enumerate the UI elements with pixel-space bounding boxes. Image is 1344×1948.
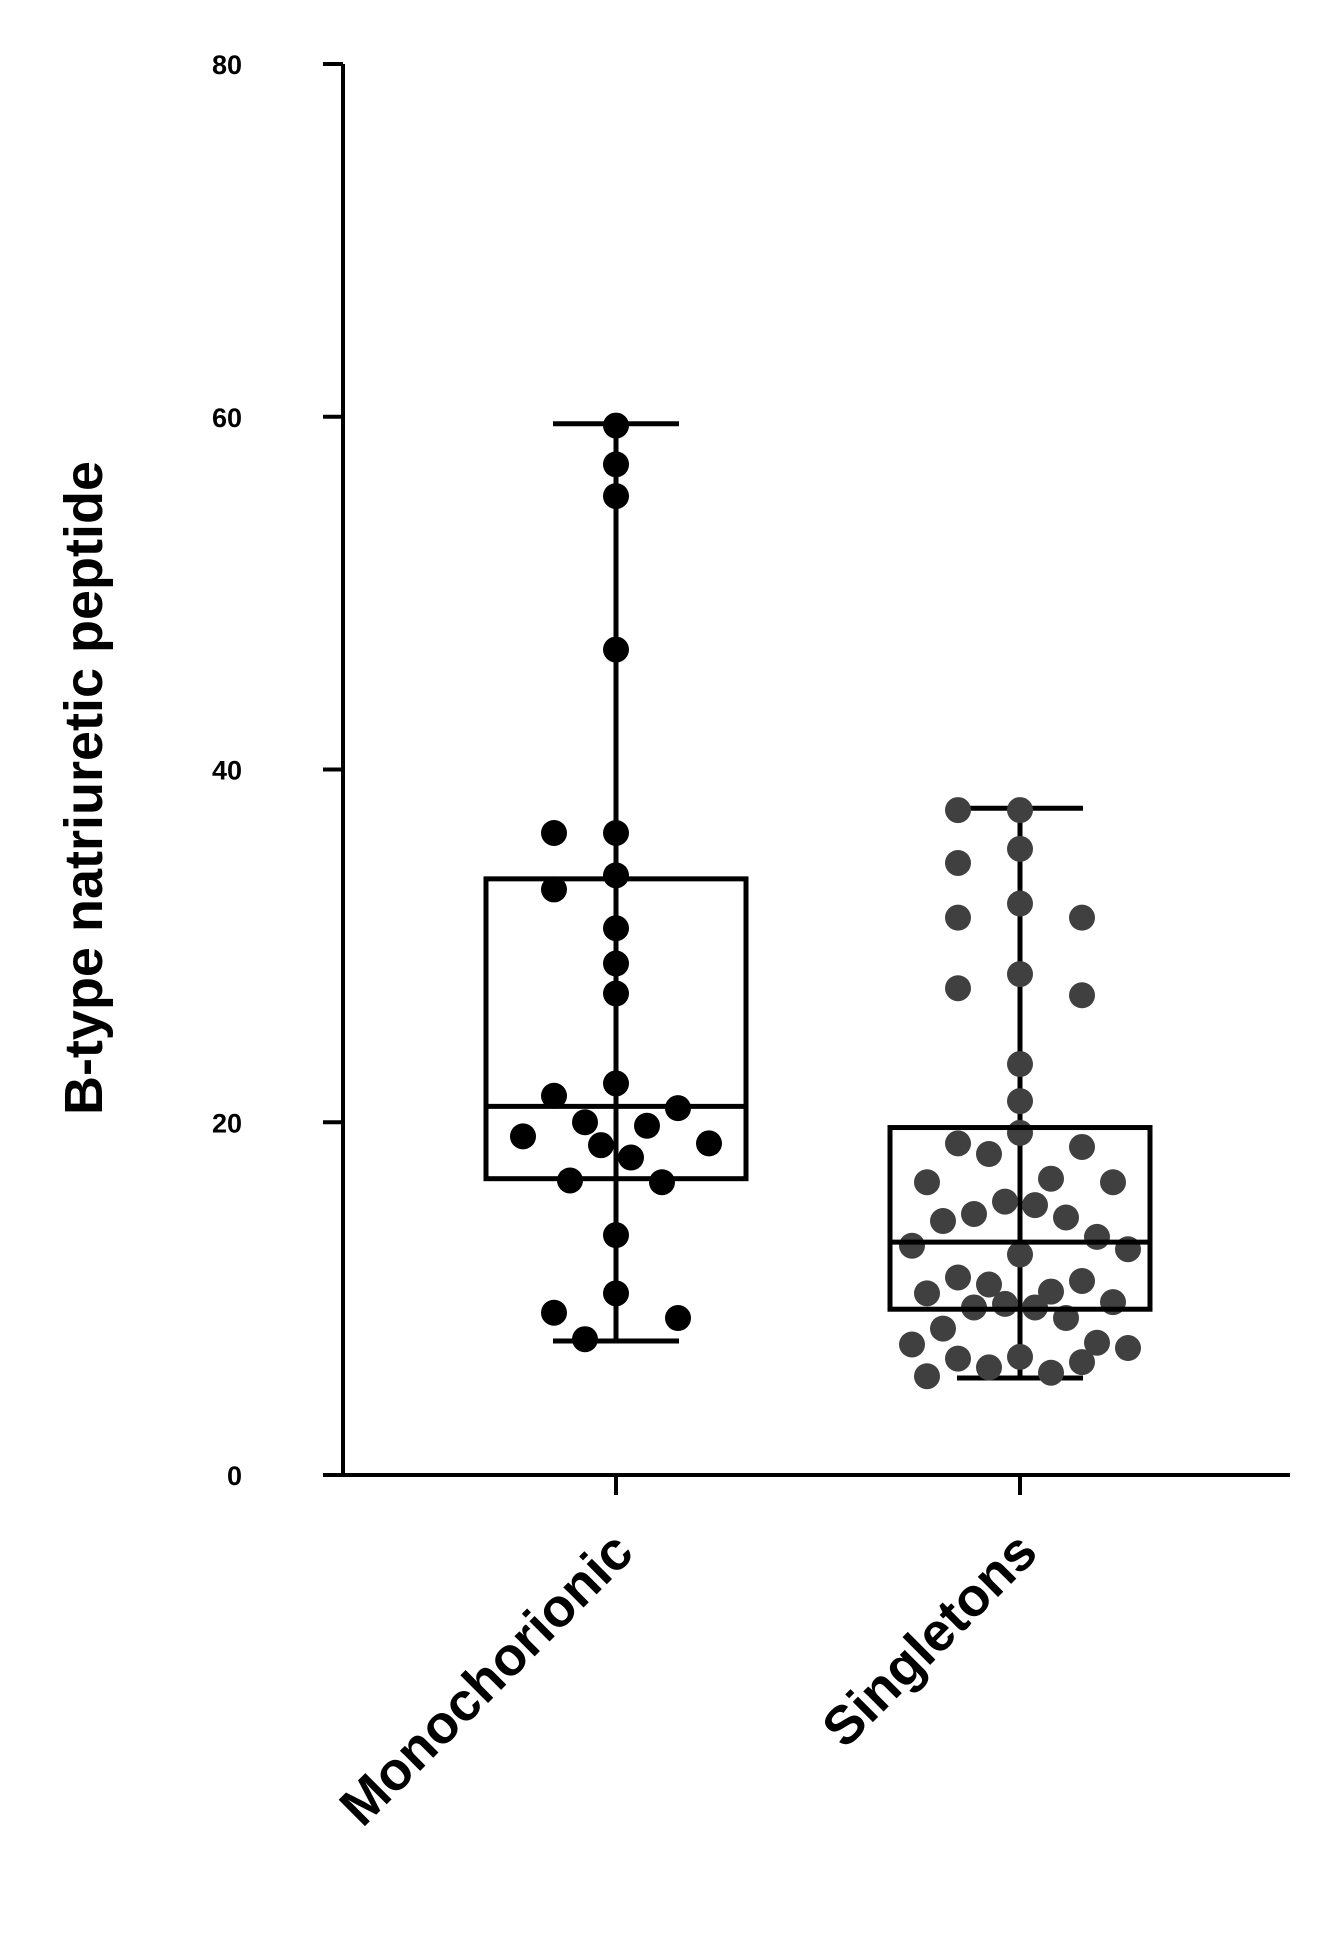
- y-tick-label: 20: [212, 1108, 242, 1138]
- data-point: [603, 412, 629, 439]
- data-point: [1069, 904, 1095, 931]
- data-point: [1115, 1335, 1141, 1362]
- data-point: [603, 636, 629, 663]
- y-tick-label: 80: [212, 50, 242, 80]
- data-point: [696, 1130, 722, 1157]
- data-point: [1069, 982, 1095, 1009]
- data-point: [914, 1169, 940, 1196]
- data-point: [541, 1299, 567, 1326]
- data-point: [992, 1290, 1018, 1317]
- data-point: [1007, 1343, 1033, 1370]
- y-tick-label: 60: [212, 403, 242, 433]
- y-axis: 0 20 40 60 80: [212, 50, 345, 1491]
- data-point: [603, 950, 629, 977]
- data-point: [603, 1070, 629, 1097]
- data-point: [930, 1315, 956, 1342]
- data-point: [1053, 1204, 1079, 1231]
- y-tick-label: 40: [212, 756, 242, 786]
- data-point: [945, 1130, 971, 1157]
- data-point: [603, 915, 629, 942]
- data-point: [603, 1280, 629, 1307]
- data-point: [945, 797, 971, 824]
- data-point: [510, 1123, 536, 1150]
- data-point: [603, 862, 629, 889]
- data-point: [603, 980, 629, 1007]
- data-point: [603, 1222, 629, 1249]
- data-point: [899, 1232, 925, 1259]
- data-point: [1038, 1165, 1064, 1192]
- data-point: [945, 975, 971, 1002]
- data-point: [1007, 1119, 1033, 1146]
- data-point: [945, 904, 971, 931]
- data-point: [914, 1363, 940, 1390]
- y-axis-label: B-type natriuretic peptide: [54, 461, 114, 1115]
- box-group-monochorionic: [483, 412, 749, 1353]
- data-point: [634, 1112, 660, 1139]
- data-point: [541, 1082, 567, 1109]
- data-point: [665, 1305, 691, 1332]
- data-point: [541, 819, 567, 846]
- data-point: [1069, 1133, 1095, 1160]
- box-iqr: [887, 1125, 1153, 1312]
- data-point: [930, 1208, 956, 1235]
- data-point: [1038, 1359, 1064, 1386]
- data-point: [961, 1200, 987, 1227]
- data-point: [976, 1140, 1002, 1167]
- data-point: [1007, 1051, 1033, 1078]
- data-point: [1100, 1169, 1126, 1196]
- data-point: [945, 849, 971, 876]
- data-point: [588, 1132, 614, 1159]
- data-point: [1069, 1349, 1095, 1376]
- data-point: [976, 1271, 1002, 1298]
- data-point: [603, 819, 629, 846]
- x-tick-label: Singletons: [811, 1521, 1049, 1759]
- data-point: [1007, 890, 1033, 917]
- data-point: [1007, 797, 1033, 824]
- data-point: [945, 1345, 971, 1372]
- box-group-singletons: [887, 797, 1153, 1390]
- data-point: [649, 1169, 675, 1196]
- data-point: [914, 1280, 940, 1307]
- data-point: [1022, 1192, 1048, 1219]
- x-tick-label: Monochorionic: [328, 1521, 644, 1837]
- data-point: [1007, 1241, 1033, 1268]
- data-point: [1069, 1267, 1095, 1294]
- data-point: [1038, 1278, 1064, 1305]
- data-point: [899, 1331, 925, 1358]
- data-point: [1084, 1223, 1110, 1250]
- plot-area: [483, 412, 1153, 1390]
- data-point: [603, 451, 629, 478]
- x-axis: Monochorionic Singletons: [328, 1473, 1290, 1837]
- data-point: [1007, 835, 1033, 862]
- data-point: [976, 1354, 1002, 1381]
- data-point: [603, 483, 629, 510]
- box-iqr: [483, 876, 749, 1182]
- data-point: [572, 1109, 598, 1136]
- data-point: [1007, 961, 1033, 988]
- data-point: [945, 1264, 971, 1291]
- data-point: [1007, 1088, 1033, 1115]
- y-tick-label: 0: [227, 1461, 242, 1491]
- data-point: [1084, 1329, 1110, 1356]
- data-point: [618, 1144, 644, 1171]
- data-point: [572, 1326, 598, 1353]
- data-point: [992, 1188, 1018, 1215]
- data-point: [541, 876, 567, 903]
